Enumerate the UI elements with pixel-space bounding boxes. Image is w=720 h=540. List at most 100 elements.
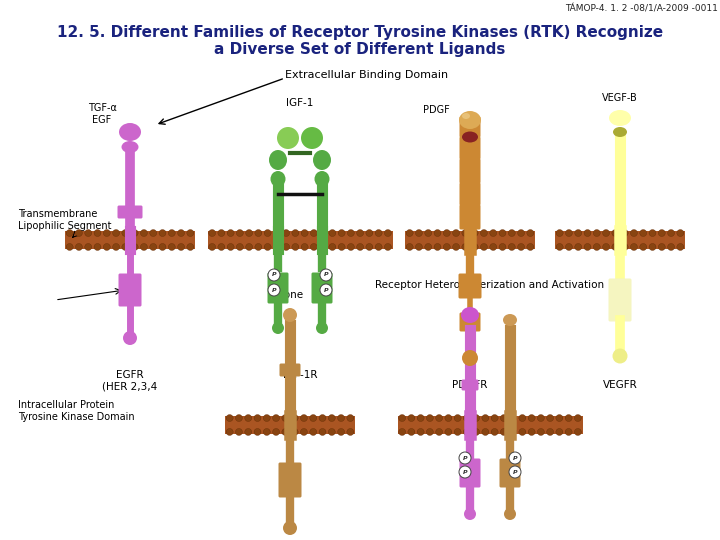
Text: VEGF-B: VEGF-B bbox=[602, 93, 638, 103]
Circle shape bbox=[168, 230, 175, 237]
Circle shape bbox=[519, 415, 526, 422]
Circle shape bbox=[621, 230, 628, 237]
Circle shape bbox=[510, 429, 517, 435]
Bar bbox=[405, 231, 535, 249]
Circle shape bbox=[320, 284, 332, 296]
Circle shape bbox=[436, 429, 443, 435]
Circle shape bbox=[375, 244, 382, 251]
Circle shape bbox=[491, 429, 498, 435]
Circle shape bbox=[384, 230, 392, 237]
Circle shape bbox=[226, 429, 233, 435]
Circle shape bbox=[499, 230, 506, 237]
Circle shape bbox=[434, 230, 441, 237]
Circle shape bbox=[301, 244, 308, 251]
Circle shape bbox=[667, 230, 675, 237]
Circle shape bbox=[471, 230, 478, 237]
Text: Extracellular Binding Domain: Extracellular Binding Domain bbox=[285, 70, 448, 80]
Text: Transmembrane
Lipophilic Segment: Transmembrane Lipophilic Segment bbox=[18, 209, 112, 231]
Circle shape bbox=[310, 244, 318, 251]
Circle shape bbox=[103, 244, 110, 251]
Circle shape bbox=[112, 230, 120, 237]
Circle shape bbox=[320, 269, 332, 281]
Circle shape bbox=[490, 244, 497, 251]
Circle shape bbox=[459, 466, 471, 478]
Circle shape bbox=[366, 230, 373, 237]
Circle shape bbox=[480, 230, 487, 237]
Circle shape bbox=[444, 244, 450, 251]
Circle shape bbox=[575, 429, 581, 435]
Circle shape bbox=[527, 230, 534, 237]
Circle shape bbox=[434, 244, 441, 251]
Circle shape bbox=[292, 244, 299, 251]
Circle shape bbox=[310, 429, 317, 435]
Circle shape bbox=[94, 244, 101, 251]
Ellipse shape bbox=[122, 141, 138, 153]
Circle shape bbox=[320, 230, 327, 237]
Circle shape bbox=[328, 415, 336, 422]
Ellipse shape bbox=[613, 348, 628, 363]
Circle shape bbox=[178, 244, 184, 251]
FancyBboxPatch shape bbox=[268, 273, 289, 303]
Circle shape bbox=[408, 429, 415, 435]
Circle shape bbox=[519, 429, 526, 435]
Circle shape bbox=[399, 429, 405, 435]
FancyBboxPatch shape bbox=[117, 206, 143, 219]
FancyBboxPatch shape bbox=[462, 380, 479, 390]
Circle shape bbox=[546, 415, 554, 422]
Ellipse shape bbox=[269, 150, 287, 170]
Circle shape bbox=[464, 415, 470, 422]
Circle shape bbox=[631, 230, 637, 237]
Circle shape bbox=[444, 230, 450, 237]
Circle shape bbox=[621, 244, 628, 251]
Circle shape bbox=[677, 230, 684, 237]
Circle shape bbox=[575, 415, 581, 422]
Circle shape bbox=[187, 244, 194, 251]
Circle shape bbox=[436, 415, 443, 422]
Circle shape bbox=[140, 244, 148, 251]
Text: 12. 5. Different Families of Receptor Tyrosine Kinases (RTK) Recognize: 12. 5. Different Families of Receptor Ty… bbox=[57, 25, 663, 40]
Circle shape bbox=[282, 429, 289, 435]
Circle shape bbox=[168, 244, 175, 251]
Circle shape bbox=[112, 244, 120, 251]
Circle shape bbox=[122, 244, 129, 251]
Circle shape bbox=[631, 244, 637, 251]
Ellipse shape bbox=[271, 171, 286, 187]
Circle shape bbox=[509, 466, 521, 478]
Ellipse shape bbox=[301, 127, 323, 149]
Circle shape bbox=[291, 429, 298, 435]
Circle shape bbox=[254, 415, 261, 422]
FancyBboxPatch shape bbox=[119, 273, 142, 307]
Ellipse shape bbox=[609, 110, 631, 126]
Text: None: None bbox=[276, 290, 304, 300]
Circle shape bbox=[462, 244, 469, 251]
Circle shape bbox=[150, 230, 157, 237]
FancyBboxPatch shape bbox=[608, 279, 631, 321]
Circle shape bbox=[677, 244, 684, 251]
FancyBboxPatch shape bbox=[459, 313, 480, 332]
Circle shape bbox=[518, 244, 525, 251]
Circle shape bbox=[268, 284, 280, 296]
Circle shape bbox=[556, 415, 563, 422]
Circle shape bbox=[482, 429, 489, 435]
Circle shape bbox=[274, 230, 280, 237]
Circle shape bbox=[462, 230, 469, 237]
Ellipse shape bbox=[504, 508, 516, 520]
Bar bbox=[225, 416, 355, 434]
Circle shape bbox=[319, 429, 326, 435]
Text: P: P bbox=[513, 456, 517, 461]
Circle shape bbox=[103, 230, 110, 237]
Text: a Diverse Set of Different Ligands: a Diverse Set of Different Ligands bbox=[215, 42, 505, 57]
Circle shape bbox=[236, 244, 243, 251]
Circle shape bbox=[658, 244, 665, 251]
Circle shape bbox=[131, 244, 138, 251]
Circle shape bbox=[268, 269, 280, 281]
FancyBboxPatch shape bbox=[500, 458, 521, 488]
Text: VEGFR: VEGFR bbox=[603, 380, 637, 390]
Circle shape bbox=[445, 429, 452, 435]
Circle shape bbox=[565, 429, 572, 435]
Circle shape bbox=[292, 230, 299, 237]
Circle shape bbox=[426, 415, 433, 422]
Circle shape bbox=[218, 230, 225, 237]
Circle shape bbox=[273, 415, 279, 422]
Text: P: P bbox=[463, 456, 467, 461]
